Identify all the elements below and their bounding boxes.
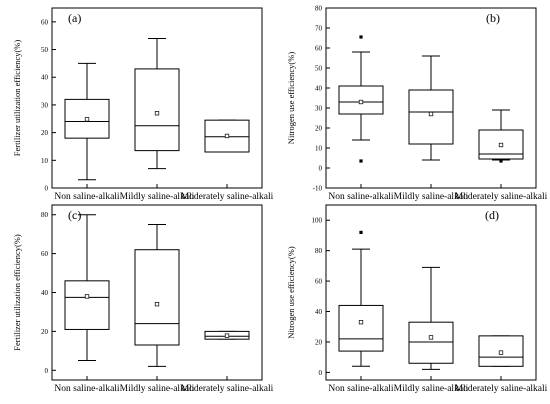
box-plot bbox=[338, 35, 384, 163]
mean-marker bbox=[428, 335, 434, 340]
x-tick-label: Non saline-alkali bbox=[54, 384, 120, 394]
box-plot bbox=[408, 55, 454, 161]
y-tick-label: 60 bbox=[41, 250, 49, 258]
y-tick-label: 10 bbox=[41, 157, 49, 165]
outlier-point bbox=[499, 159, 503, 163]
box-plot bbox=[408, 266, 454, 370]
outlier-point bbox=[359, 35, 363, 39]
y-tick-label: 80 bbox=[315, 247, 323, 255]
y-tick-label: 20 bbox=[41, 129, 49, 137]
box bbox=[338, 304, 384, 352]
box-plot bbox=[134, 223, 180, 367]
mean-marker bbox=[84, 117, 90, 122]
box-plot bbox=[478, 109, 524, 163]
y-tick-label: -10 bbox=[313, 185, 323, 193]
x-tick-label: Mildly saline-alkali bbox=[120, 192, 195, 202]
y-tick-label: 50 bbox=[41, 46, 49, 54]
y-tick-label: 60 bbox=[41, 18, 49, 26]
chart-panel: 0 20 40 60 80 Non saline-alkali Mildly saline-… bbox=[12, 204, 274, 394]
box bbox=[134, 249, 180, 346]
y-tick-label: 0 bbox=[319, 369, 323, 377]
y-tick-label: 40 bbox=[41, 289, 49, 297]
box bbox=[408, 89, 454, 145]
y-tick-label: 60 bbox=[315, 45, 323, 53]
box-plot bbox=[204, 119, 250, 153]
y-tick-label: 20 bbox=[41, 328, 49, 336]
x-tick-label: Non saline-alkali bbox=[328, 192, 394, 202]
y-tick-label: 40 bbox=[41, 74, 49, 82]
x-tick-label: Non saline-alkali bbox=[54, 192, 120, 202]
mean-marker bbox=[84, 294, 90, 299]
y-tick-label: 60 bbox=[315, 278, 323, 286]
y-axis-title: Nitrogen use efficiency(%) bbox=[286, 52, 296, 145]
mean-marker bbox=[154, 111, 160, 116]
box bbox=[134, 68, 180, 152]
y-axis-title: Nitrogen use efficiency(%) bbox=[286, 246, 296, 339]
box-plot bbox=[338, 230, 384, 367]
x-tick-label: Mildly saline-alkali bbox=[120, 384, 195, 394]
y-tick-label: 30 bbox=[315, 105, 323, 113]
mean-marker bbox=[498, 350, 504, 355]
y-axis-title: Fertilizer utilization efficiency(%) bbox=[12, 40, 22, 157]
x-tick-label: Moderately saline-alkali bbox=[181, 384, 274, 394]
x-tick-label: Moderately saline-alkali bbox=[181, 192, 274, 202]
mean-marker bbox=[224, 133, 230, 139]
y-tick-label: 80 bbox=[41, 211, 49, 219]
y-tick-label: 30 bbox=[41, 101, 49, 109]
box-plot bbox=[64, 62, 110, 181]
chart-panel: 0 10 20 30 40 50 60 Non saline-alkali Mildly sal… bbox=[12, 7, 274, 202]
y-tick-label: 40 bbox=[315, 308, 323, 316]
outlier-point bbox=[359, 230, 363, 234]
mean-marker bbox=[154, 302, 160, 307]
mean-marker bbox=[358, 99, 364, 105]
y-tick-label: 80 bbox=[315, 5, 323, 13]
panel-label: (d) bbox=[485, 208, 499, 222]
y-tick-label: 20 bbox=[315, 338, 323, 346]
box-plot bbox=[64, 214, 110, 362]
y-tick-label: 10 bbox=[315, 145, 323, 153]
y-tick-label: 40 bbox=[315, 85, 323, 93]
panel-label: (c) bbox=[68, 208, 81, 222]
x-tick-label: Moderately saline-alkali bbox=[455, 192, 548, 202]
x-tick-label: Mildly saline-alkali bbox=[394, 384, 469, 394]
chart-panel: -10 0 10 20 30 40 50 60 70 80 Non saline-alkali Mil… bbox=[286, 5, 548, 203]
y-axis-title: Fertilizer utilization efficiency(%) bbox=[12, 234, 22, 351]
y-tick-label: 50 bbox=[315, 65, 323, 73]
outlier-point bbox=[359, 159, 363, 163]
y-tick-label: 70 bbox=[315, 25, 323, 33]
mean-marker bbox=[498, 142, 504, 148]
mean-marker bbox=[428, 111, 434, 117]
y-tick-label: 20 bbox=[315, 125, 323, 133]
mean-marker bbox=[224, 333, 230, 338]
mean-marker bbox=[358, 320, 364, 325]
y-tick-label: 100 bbox=[312, 217, 323, 225]
box bbox=[64, 280, 110, 330]
panel-label: (a) bbox=[68, 11, 81, 25]
box-plot bbox=[204, 330, 250, 340]
x-tick-label: Mildly saline-alkali bbox=[394, 192, 469, 202]
x-tick-label: Non saline-alkali bbox=[328, 384, 394, 394]
box-plot bbox=[478, 335, 524, 367]
y-tick-label: 0 bbox=[45, 185, 49, 193]
y-tick-label: 0 bbox=[319, 165, 323, 173]
box-plot bbox=[134, 37, 180, 170]
y-tick-label: 0 bbox=[45, 367, 49, 375]
x-tick-label: Moderately saline-alkali bbox=[455, 384, 548, 394]
chart-panel: 0 20 40 60 80 100 Non saline-alkali Mildly sali… bbox=[286, 204, 548, 394]
box bbox=[408, 321, 454, 364]
panel-label: (b) bbox=[486, 11, 500, 25]
